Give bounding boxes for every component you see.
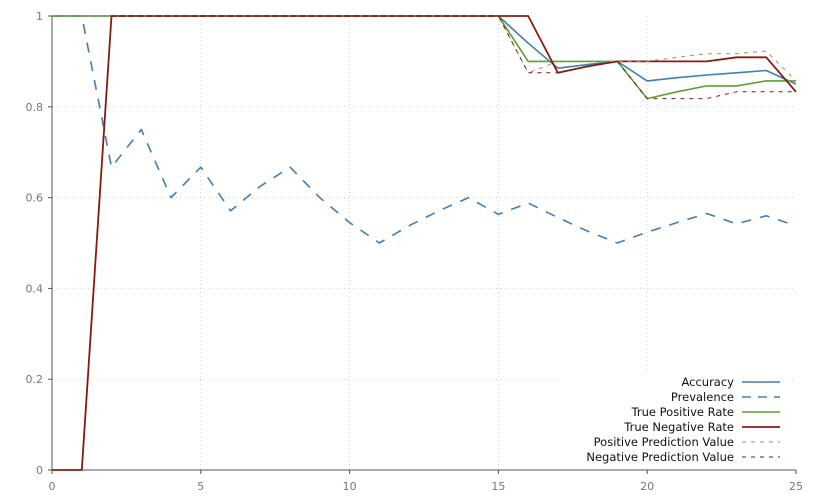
- legend-label: True Positive Rate: [631, 405, 734, 419]
- series-line-positive-prediction-value: [52, 15, 797, 82]
- series-line-prevalence: [52, 15, 797, 244]
- y-tick-label: 0.4: [26, 282, 44, 295]
- y-tick-label: 0.2: [26, 373, 44, 386]
- x-tick-label: 25: [789, 480, 803, 493]
- x-axis-ticks: 0 5 10 15 20 25: [49, 470, 803, 493]
- legend-background: [560, 370, 792, 466]
- y-tick-label: 1: [36, 10, 43, 23]
- series-line-negative-prediction-value: [52, 15, 796, 471]
- legend-label: True Negative Rate: [623, 420, 734, 434]
- x-tick-label: 5: [197, 480, 204, 493]
- legend-label: Negative Prediction Value: [586, 450, 734, 464]
- series-line-true-positive-rate: [52, 15, 796, 100]
- axes: [51, 16, 796, 471]
- x-tick-label: 15: [491, 480, 505, 493]
- legend-label: Accuracy: [681, 375, 734, 389]
- x-tick-label: 0: [49, 480, 56, 493]
- y-tick-label: 0: [36, 464, 43, 477]
- legend-label: Prevalence: [671, 390, 734, 404]
- series-lines: [52, 15, 797, 471]
- y-axis-ticks: 0 0.2 0.4 0.6 0.8 1: [26, 10, 52, 477]
- y-tick-label: 0.8: [26, 101, 44, 114]
- series-line-accuracy: [52, 15, 797, 85]
- x-tick-label: 10: [343, 480, 357, 493]
- x-tick-label: 20: [640, 480, 654, 493]
- y-tick-label: 0.6: [26, 192, 44, 205]
- legend-label: Positive Prediction Value: [594, 435, 734, 449]
